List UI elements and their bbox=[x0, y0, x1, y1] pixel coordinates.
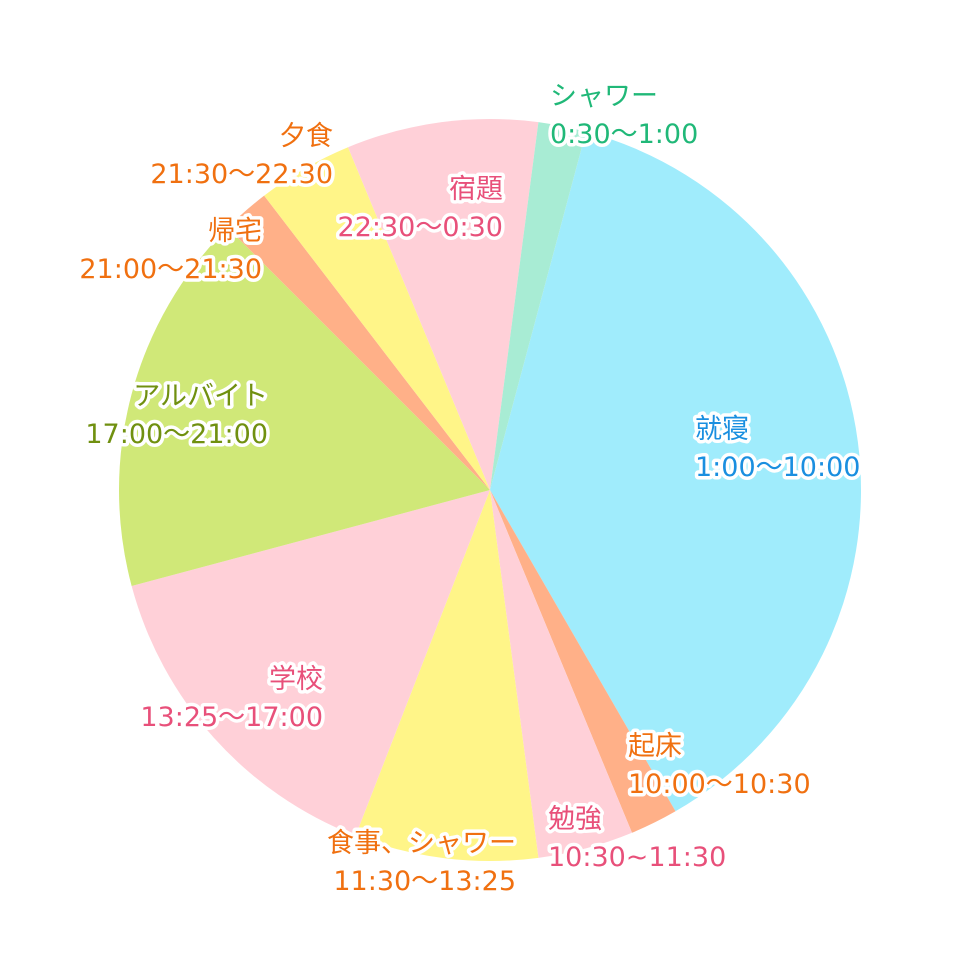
slice-label-name: アルバイト bbox=[133, 381, 268, 412]
slice-label-name: 食事、シャワー bbox=[327, 828, 516, 859]
pie-slice bbox=[118, 227, 490, 587]
slice-label-name: 勉強 bbox=[548, 804, 602, 835]
slice-label-time: 0:30〜1:00 bbox=[550, 119, 698, 150]
slice-label-name: 学校 bbox=[269, 664, 323, 695]
pie-slice bbox=[490, 131, 862, 812]
slice-label-time: 21:30〜22:30 bbox=[150, 159, 333, 190]
pie-slice bbox=[131, 490, 490, 836]
pie-slice bbox=[264, 147, 490, 491]
slice-label-time: 1:00〜10:00 bbox=[695, 452, 860, 483]
slice-label-name: 起床 bbox=[628, 731, 682, 762]
slice-label-name: 夕食 bbox=[279, 121, 333, 152]
pie-slice bbox=[490, 490, 676, 833]
slice-label-name: 帰宅 bbox=[208, 216, 262, 247]
slice-label-name: シャワー bbox=[550, 81, 658, 112]
slice-label-time: 22:30〜0:30 bbox=[338, 212, 503, 243]
pie-slice bbox=[490, 122, 587, 491]
slice-label-time: 10:00〜10:30 bbox=[628, 769, 811, 800]
slice-label-time: 13:25〜17:00 bbox=[140, 702, 323, 733]
pie-slice bbox=[355, 490, 539, 862]
pie-labels: 就寝 1:00〜10:00 起床 10:00〜10:30 勉強 10:30~11:30 食事… bbox=[76, 78, 864, 901]
slice-label-name: 宿題 bbox=[449, 174, 503, 205]
pie-slices bbox=[118, 118, 862, 862]
slice-label-time: 11:30〜13:25 bbox=[333, 866, 516, 897]
pie-slice bbox=[227, 195, 490, 491]
slice-label-time: 21:00〜21:30 bbox=[79, 254, 262, 285]
slice-label-time: 10:30~11:30 bbox=[548, 842, 726, 873]
slice-label-time: 17:00〜21:00 bbox=[85, 419, 268, 450]
pie-slice bbox=[490, 490, 632, 858]
pie-slice bbox=[348, 118, 539, 490]
slice-label-name: 就寝 bbox=[695, 414, 749, 445]
